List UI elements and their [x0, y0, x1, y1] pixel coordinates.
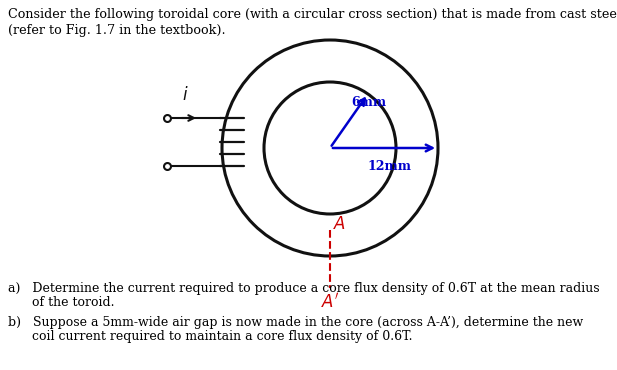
Text: 6mm: 6mm — [351, 96, 386, 109]
Text: coil current required to maintain a core flux density of 0.6T.: coil current required to maintain a core… — [8, 330, 413, 343]
Text: of the toroid.: of the toroid. — [8, 296, 115, 309]
Text: 12mm: 12mm — [367, 160, 412, 173]
Text: $A'$: $A'$ — [321, 292, 339, 311]
Text: a)   Determine the current required to produce a core flux density of 0.6T at th: a) Determine the current required to pro… — [8, 282, 600, 295]
Text: b)   Suppose a 5mm-wide air gap is now made in the core (across A-A’), determine: b) Suppose a 5mm-wide air gap is now mad… — [8, 316, 583, 329]
Text: $A$: $A$ — [333, 216, 346, 233]
Text: $i$: $i$ — [182, 86, 188, 104]
Text: Consider the following toroidal core (with a circular cross section) that is mad: Consider the following toroidal core (wi… — [8, 8, 617, 21]
Text: (refer to Fig. 1.7 in the textbook).: (refer to Fig. 1.7 in the textbook). — [8, 24, 226, 37]
